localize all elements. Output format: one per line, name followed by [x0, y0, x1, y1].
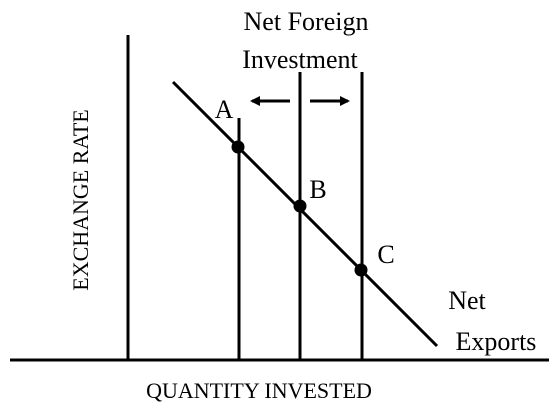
- point-b: [293, 199, 307, 213]
- demand-label: Net: [448, 286, 486, 315]
- y-axis-label: EXCHANGE RATE: [68, 109, 93, 291]
- demand-label: Exports: [456, 327, 537, 356]
- x-axis-label: QUANTITY INVESTED: [146, 378, 372, 403]
- point-label: A: [215, 95, 234, 124]
- demand-line: [171, 80, 439, 348]
- supply-label: Investment: [242, 45, 358, 74]
- point-label: C: [377, 240, 394, 269]
- point-label: B: [309, 175, 326, 204]
- point-a: [231, 140, 245, 154]
- point-c: [354, 263, 368, 277]
- supply-label: Net Foreign: [244, 7, 369, 36]
